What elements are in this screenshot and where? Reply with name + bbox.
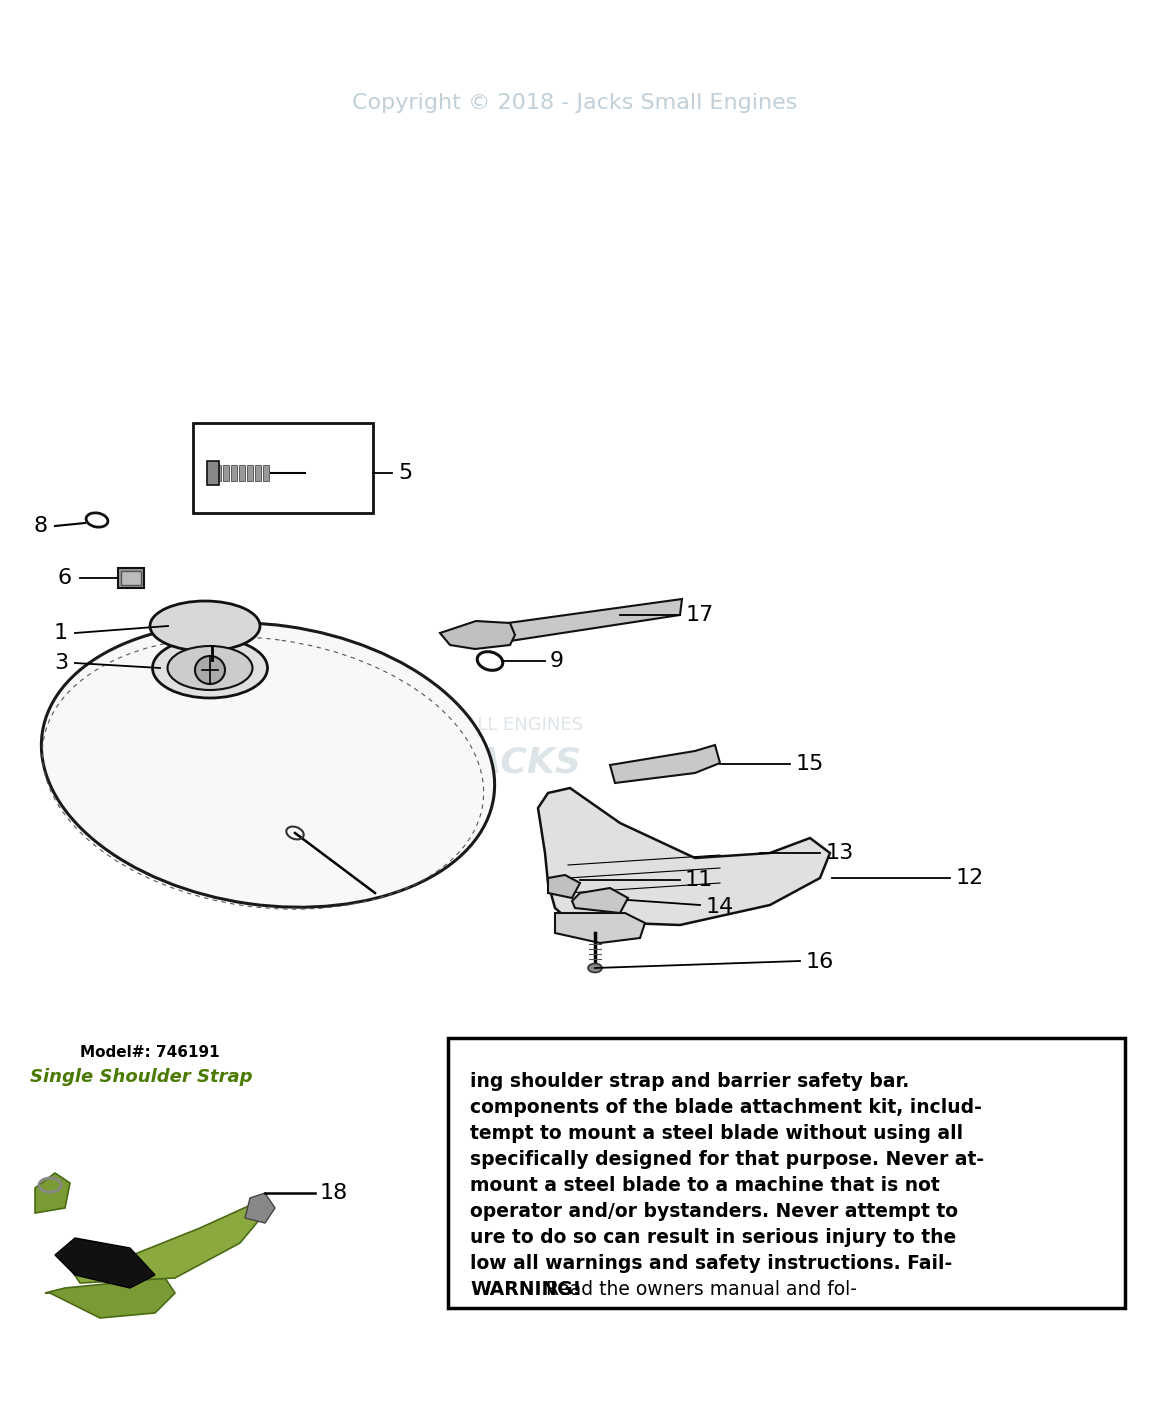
Text: 8: 8: [33, 517, 48, 536]
Text: ure to do so can result in serious injury to the: ure to do so can result in serious injur…: [470, 1228, 957, 1247]
Bar: [263, 465, 269, 481]
Text: components of the blade attachment kit, includ-: components of the blade attachment kit, …: [470, 1099, 982, 1117]
Text: 13: 13: [826, 842, 854, 862]
Bar: [239, 465, 245, 481]
Polygon shape: [45, 1278, 175, 1318]
Bar: [215, 465, 221, 481]
Bar: [448, 1037, 1125, 1308]
Polygon shape: [508, 599, 682, 640]
Ellipse shape: [196, 656, 225, 684]
Text: 11: 11: [685, 869, 713, 889]
Polygon shape: [549, 875, 580, 898]
Ellipse shape: [168, 646, 253, 690]
Text: JACKS: JACKS: [460, 746, 581, 780]
Polygon shape: [245, 1192, 275, 1222]
Text: Copyright © 2018 - Jacks Small Engines: Copyright © 2018 - Jacks Small Engines: [352, 92, 798, 112]
Text: 3: 3: [54, 653, 68, 673]
Text: tempt to mount a steel blade without using all: tempt to mount a steel blade without usi…: [470, 1124, 964, 1143]
Text: specifically designed for that purpose. Never at-: specifically designed for that purpose. …: [470, 1150, 984, 1170]
Text: 17: 17: [687, 605, 714, 625]
Bar: [223, 465, 229, 481]
Polygon shape: [572, 888, 628, 914]
Text: 9: 9: [550, 650, 565, 672]
Text: 14: 14: [706, 896, 734, 916]
Text: WARNING!: WARNING!: [470, 1281, 581, 1299]
Text: ing shoulder strap and barrier safety bar.: ing shoulder strap and barrier safety ba…: [470, 1072, 910, 1091]
Polygon shape: [538, 788, 830, 925]
Polygon shape: [70, 1202, 264, 1284]
Ellipse shape: [41, 623, 494, 908]
Bar: [255, 465, 261, 481]
Bar: [118, 568, 144, 588]
Polygon shape: [610, 746, 720, 783]
Text: 5: 5: [398, 462, 412, 482]
Bar: [121, 571, 141, 585]
Text: 6: 6: [58, 568, 72, 588]
Text: Read the owners manual and fol-: Read the owners manual and fol-: [540, 1281, 857, 1299]
Bar: [231, 465, 237, 481]
Polygon shape: [34, 1173, 70, 1212]
Text: 12: 12: [956, 868, 984, 888]
Bar: [207, 461, 218, 485]
Text: 16: 16: [806, 952, 834, 972]
Text: operator and/or bystanders. Never attempt to: operator and/or bystanders. Never attemp…: [470, 1202, 958, 1221]
Ellipse shape: [153, 638, 268, 699]
Polygon shape: [440, 620, 515, 649]
Text: Single Shoulder Strap: Single Shoulder Strap: [30, 1069, 253, 1086]
Text: 15: 15: [796, 754, 825, 774]
Text: low all warnings and safety instructions. Fail-: low all warnings and safety instructions…: [470, 1254, 952, 1274]
Text: 18: 18: [320, 1183, 348, 1202]
Polygon shape: [55, 1238, 155, 1288]
Polygon shape: [555, 914, 645, 943]
Text: 1: 1: [54, 623, 68, 643]
Ellipse shape: [150, 601, 260, 650]
Bar: [247, 465, 253, 481]
Text: SMALL ENGINES: SMALL ENGINES: [437, 716, 583, 734]
Bar: [193, 423, 373, 514]
Text: Model#: 746191: Model#: 746191: [81, 1044, 220, 1060]
Text: mount a steel blade to a machine that is not: mount a steel blade to a machine that is…: [470, 1175, 940, 1195]
Ellipse shape: [588, 963, 601, 972]
